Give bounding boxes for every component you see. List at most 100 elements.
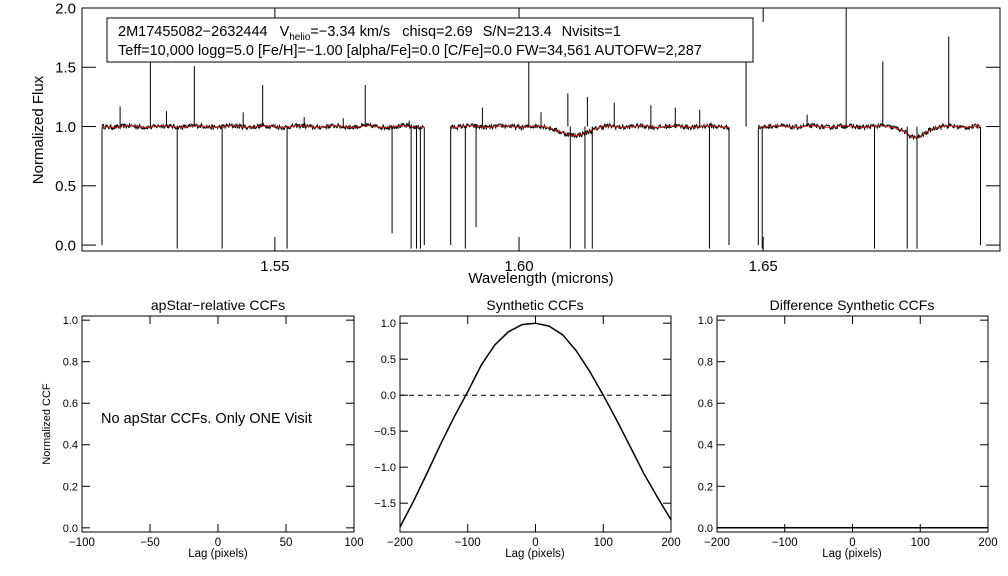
spectrum-model-line xyxy=(101,125,425,128)
x-tick-label: 0 xyxy=(849,537,855,549)
synthetic-ccf-x-axis-label: Lag (pixels) xyxy=(505,548,565,560)
synthetic-ccf-point xyxy=(480,364,482,366)
vhelio-value: =−3.34 km/s xyxy=(310,24,390,40)
synthetic-ccf-point xyxy=(602,394,604,396)
x-tick-label: 100 xyxy=(594,537,613,549)
y-tick-label: 2.0 xyxy=(55,0,76,17)
y-tick-label: 0.8 xyxy=(63,357,78,369)
synthetic-ccf-ticks: −200 −100 0 100 200 −1.5 −1.0 −0.5 0.0 0.5 1.0 xyxy=(374,316,681,549)
synthetic-ccf-point xyxy=(656,496,659,499)
y-tick-label: 0.0 xyxy=(698,523,713,535)
x-tick-label: 100 xyxy=(344,537,363,549)
spectrum-observed-line xyxy=(101,121,425,246)
spectrum-frame xyxy=(81,7,1001,252)
difference-ccf-x-axis-label: Lag (pixels) xyxy=(822,548,882,560)
synthetic-ccf-point xyxy=(575,349,577,352)
spectrum-info-box: 2M17455082−2632444 Vhelio=−3.34 km/s chisq… xyxy=(106,17,754,63)
y-tick-label: 0.5 xyxy=(381,354,396,366)
chisq-value: chisq=2.69 xyxy=(402,24,473,40)
x-tick-label: 50 xyxy=(280,537,293,549)
synthetic-ccf-point xyxy=(670,519,672,521)
spectrum-model-line xyxy=(450,125,730,136)
apstar-ccf-x-axis-label: Lag (pixels) xyxy=(188,548,248,560)
y-tick-label: 0.6 xyxy=(63,398,78,410)
synthetic-ccf-point xyxy=(616,419,618,421)
y-tick-label: 0.8 xyxy=(698,357,713,369)
spectrum-observed-line xyxy=(757,122,981,246)
synthetic-ccf-frame xyxy=(399,315,672,533)
spectrum-x-axis-label: Wavelength (microns) xyxy=(468,270,613,287)
synthetic-ccf-point xyxy=(521,324,523,326)
x-tick-label: 1.65 xyxy=(749,258,778,275)
synthetic-ccf-point xyxy=(629,446,631,448)
no-ccf-annotation: No apStar CCFs. Only ONE Visit xyxy=(101,411,312,427)
synthetic-ccf-line xyxy=(399,322,672,528)
x-tick-label: −200 xyxy=(704,537,730,549)
x-tick-label: −100 xyxy=(69,537,95,549)
spectrum-y-axis-label: Normalized Flux xyxy=(30,75,47,184)
apstar-ccf-y-axis-label: Normalized CCF xyxy=(41,383,53,465)
y-tick-label: −0.5 xyxy=(374,426,396,438)
y-tick-label: 1.0 xyxy=(698,315,713,327)
y-tick-label: 0.0 xyxy=(381,390,396,402)
difference-ccf-frame xyxy=(716,315,989,533)
synthetic-ccf-point xyxy=(507,331,509,333)
y-tick-label: 1.0 xyxy=(55,119,76,136)
synthetic-ccf-point xyxy=(467,391,469,393)
y-tick-label: 1.5 xyxy=(55,60,76,77)
y-tick-label: 0.4 xyxy=(63,440,78,452)
synthetic-ccf-title: Synthetic CCFs xyxy=(486,297,583,313)
sn-value: S/N=213.4 xyxy=(483,24,552,40)
synthetic-ccf-point xyxy=(643,473,645,475)
difference-ccf-title: Difference Synthetic CCFs xyxy=(770,297,935,313)
x-tick-label: −100 xyxy=(772,537,798,549)
apstar-ccf-panel: −100 −50 0 50 100 0.0 0.2 0.4 0.6 0.8 1.0 apStar−r… xyxy=(41,297,364,560)
y-tick-label: 1.0 xyxy=(63,315,78,327)
synthetic-ccf-data xyxy=(399,322,672,528)
y-tick-label: 0.0 xyxy=(55,237,76,254)
synthetic-ccf-point xyxy=(412,500,415,502)
x-tick-label: 1.55 xyxy=(260,258,289,275)
x-tick-label: −100 xyxy=(455,537,481,549)
x-tick-label: 100 xyxy=(911,537,930,549)
synthetic-ccf-point xyxy=(440,443,442,445)
spectrum-panel: 1.55 1.60 1.65 0.0 0.5 1.0 1.5 2.0 Wavelength (… xyxy=(30,0,1001,287)
y-tick-label: 0.0 xyxy=(63,523,78,535)
info-box-line-2: Teff=10,000 logg=5.0 [Fe/H]=−1.00 [alpha… xyxy=(118,43,702,59)
x-tick-label: −50 xyxy=(140,537,160,549)
x-tick-label: 0 xyxy=(215,537,221,549)
synthetic-ccf-point xyxy=(548,325,550,327)
spectrum-model-line xyxy=(758,125,981,139)
spectrum-data xyxy=(101,8,981,249)
difference-ccf-panel: −200 −100 0 100 200 0.0 0.2 0.4 0.6 0.8 1.0 Differ… xyxy=(698,297,998,560)
synthetic-ccf-point xyxy=(589,370,591,373)
apstar-ccf-title: apStar−relative CCFs xyxy=(151,297,285,313)
synthetic-ccf-point xyxy=(426,472,428,474)
synthetic-ccf-point xyxy=(399,526,401,528)
synthetic-ccf-point xyxy=(562,334,564,336)
info-box-frame xyxy=(106,17,754,63)
nvisits-value: Nvisits=1 xyxy=(562,24,621,40)
vhelio-label: V xyxy=(280,24,290,40)
star-id: 2M17455082−2632444 xyxy=(118,24,268,40)
difference-ccf-ticks: −200 −100 0 100 200 0.0 0.2 0.4 0.6 0.8 1.0 xyxy=(698,315,998,549)
y-tick-label: 0.5 xyxy=(55,178,76,195)
x-tick-label: 200 xyxy=(661,537,680,549)
x-tick-label: 1.60 xyxy=(504,258,533,275)
synthetic-ccf-point xyxy=(453,416,455,418)
y-tick-label: −1.0 xyxy=(374,462,396,474)
y-tick-label: 1.0 xyxy=(381,318,396,330)
vhelio-subscript: helio xyxy=(289,32,311,43)
apstar-ccf-ticks: −100 −50 0 50 100 0.0 0.2 0.4 0.6 0.8 1.0 xyxy=(63,315,364,549)
x-tick-label: 200 xyxy=(978,537,997,549)
y-tick-label: −1.5 xyxy=(374,498,396,510)
x-tick-label: 0 xyxy=(532,537,538,549)
synthetic-ccf-point xyxy=(534,322,537,324)
y-tick-label: 0.2 xyxy=(698,481,713,493)
synthetic-ccf-panel: −200 −100 0 100 200 −1.5 −1.0 −0.5 0.0 0.5 1.0 Syn… xyxy=(374,297,680,560)
x-tick-label: −200 xyxy=(387,537,413,549)
synthetic-ccf-point xyxy=(494,344,496,346)
y-tick-label: 0.2 xyxy=(63,481,78,493)
y-tick-label: 0.6 xyxy=(698,398,713,410)
